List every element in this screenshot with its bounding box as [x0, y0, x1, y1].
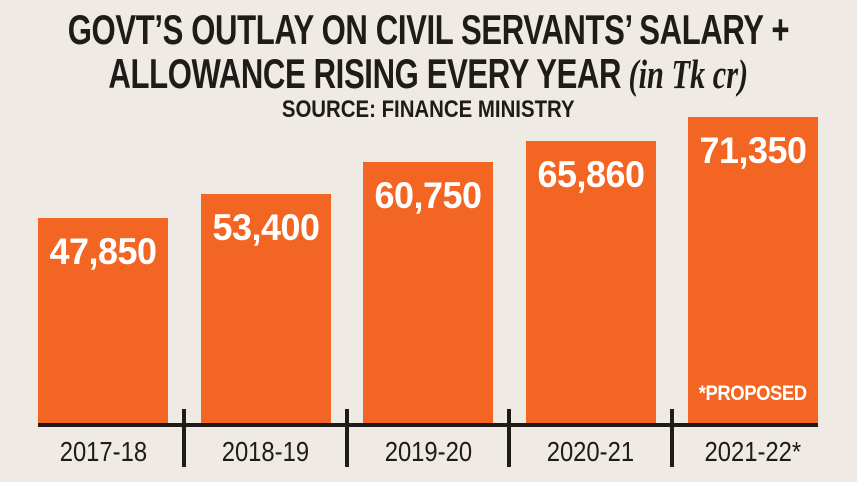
bar: 53,400 — [200, 194, 331, 423]
category-label: 2021-22* — [672, 437, 835, 467]
bar-value-label: 71,350 — [699, 130, 807, 171]
title-text-2-main: ALLOWANCE RISING EVERY YEAR — [108, 50, 622, 97]
title-line-2: ALLOWANCE RISING EVERY YEAR (in Tk cr) — [0, 50, 857, 97]
category-label-text: 2021-22* — [704, 436, 802, 467]
source-text: SOURCE: FINANCE MINISTRY — [282, 96, 575, 123]
title-text-2: ALLOWANCE RISING EVERY YEAR (in Tk cr) — [108, 50, 749, 97]
axis-tick — [182, 409, 187, 467]
bar: 47,850 — [38, 218, 168, 423]
bar-value-label: 60,750 — [374, 175, 482, 216]
proposed-annotation: *PROPOSED — [699, 382, 807, 405]
x-axis-line — [38, 423, 818, 427]
axis-tick — [669, 409, 674, 467]
source-line: SOURCE: FINANCE MINISTRY — [0, 96, 857, 124]
category-label-text: 2017-18 — [59, 436, 147, 467]
axis-tick — [344, 409, 349, 467]
bar-value-label: 65,860 — [537, 154, 644, 195]
category-label: 2019-20 — [347, 437, 510, 467]
title-line-1: GOVT’S OUTLAY ON CIVIL SERVANTS’ SALARY … — [0, 8, 857, 52]
category-label: 2017-18 — [22, 437, 185, 467]
bar: 71,350 *PROPOSED — [688, 117, 818, 423]
axis-tick — [507, 409, 512, 467]
title-text-1: GOVT’S OUTLAY ON CIVIL SERVANTS’ SALARY … — [67, 6, 790, 53]
bar: 65,860 — [525, 141, 656, 423]
title-unit-label: (in Tk cr) — [628, 51, 749, 97]
bar-value-label: 53,400 — [212, 207, 319, 248]
category-label: 2018-19 — [184, 437, 347, 467]
category-label-text: 2019-20 — [384, 436, 472, 467]
category-label-text: 2020-21 — [546, 436, 635, 467]
bar-value-label: 47,850 — [49, 231, 157, 272]
bar: 60,750 — [363, 162, 493, 423]
title-block: GOVT’S OUTLAY ON CIVIL SERVANTS’ SALARY … — [0, 8, 857, 124]
category-label-text: 2018-19 — [221, 436, 310, 467]
category-label: 2020-21 — [509, 437, 672, 467]
